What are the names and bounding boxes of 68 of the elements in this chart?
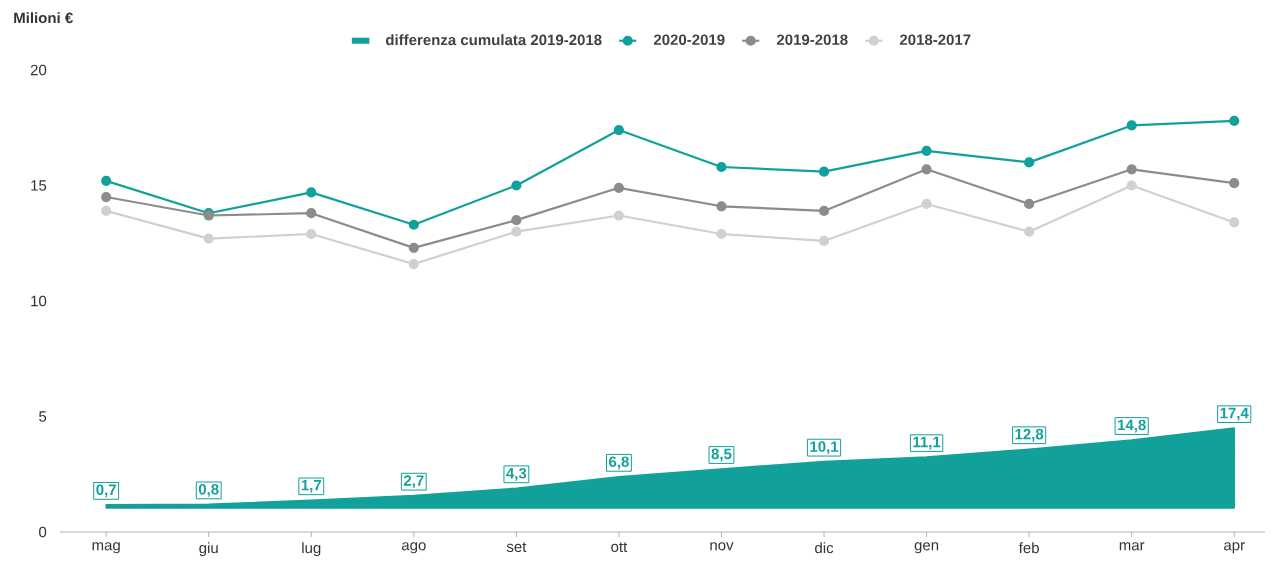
point [818, 166, 830, 177]
point [1126, 120, 1137, 131]
y-axis-title: Milioni € [14, 12, 73, 24]
point [1126, 180, 1137, 191]
point [613, 182, 625, 193]
data-label: 12,8 [1015, 428, 1044, 442]
point [1229, 115, 1240, 126]
legend-label: 2019-2018 [776, 34, 848, 46]
x-tick-label: lug [302, 542, 321, 557]
data-label: 0,8 [198, 484, 219, 497]
point [408, 242, 419, 253]
point [306, 187, 317, 198]
point [921, 164, 932, 175]
x-tick-label: ago [401, 542, 426, 554]
x-tick-label: mar [1119, 542, 1145, 551]
x-tick-label: nov [710, 542, 734, 551]
point [101, 191, 112, 203]
y-tick-label: 5 [39, 411, 47, 422]
data-label: 0,7 [96, 484, 116, 498]
legend-label: 2020-2019 [653, 34, 725, 46]
legend-label: 2018-2017 [899, 34, 971, 46]
point [511, 226, 522, 237]
point [101, 205, 112, 216]
point [203, 233, 214, 244]
point [613, 124, 625, 136]
data-label: 6,8 [609, 456, 629, 470]
point [101, 175, 112, 186]
point [511, 215, 522, 226]
data-label: 1,7 [301, 480, 322, 493]
data-label: 10,1 [810, 441, 839, 455]
x-tick-label: apr [1224, 542, 1245, 554]
data-label: 8,5 [711, 448, 732, 462]
point [716, 228, 727, 240]
point [716, 201, 727, 212]
data-label: 4,3 [506, 467, 527, 481]
x-tick-label: dic [815, 542, 834, 554]
point [408, 258, 419, 270]
point [921, 145, 932, 156]
x-tick-label: ott [611, 542, 628, 553]
point [613, 210, 625, 221]
point [716, 161, 727, 173]
point [1126, 164, 1137, 175]
point [306, 208, 317, 219]
legend-label: differenza cumulata 2019-2018 [385, 34, 602, 46]
point [1024, 198, 1035, 210]
x-tick-label: set [506, 542, 527, 553]
point [1024, 226, 1035, 237]
y-tick-label: 15 [31, 180, 47, 191]
point [306, 228, 317, 240]
point [818, 205, 830, 216]
data-label: 11,1 [913, 436, 941, 450]
point [1024, 157, 1035, 168]
point [511, 180, 522, 191]
data-label: 2,7 [403, 475, 424, 489]
x-tick-label: feb [1018, 542, 1039, 554]
data-label: 14,8 [1118, 419, 1146, 433]
point [408, 219, 419, 230]
y-tick-label: 20 [30, 64, 47, 76]
y-tick-label: 10 [31, 295, 47, 307]
x-tick-label: mag [92, 542, 120, 554]
x-tick-label: giu [199, 542, 218, 557]
data-label: 17,4 [1220, 407, 1249, 421]
y-tick-label: 0 [39, 526, 47, 538]
point [1229, 217, 1240, 228]
x-tick-label: gen [914, 542, 939, 554]
point [1229, 178, 1240, 189]
point [921, 198, 932, 210]
point [818, 235, 830, 247]
